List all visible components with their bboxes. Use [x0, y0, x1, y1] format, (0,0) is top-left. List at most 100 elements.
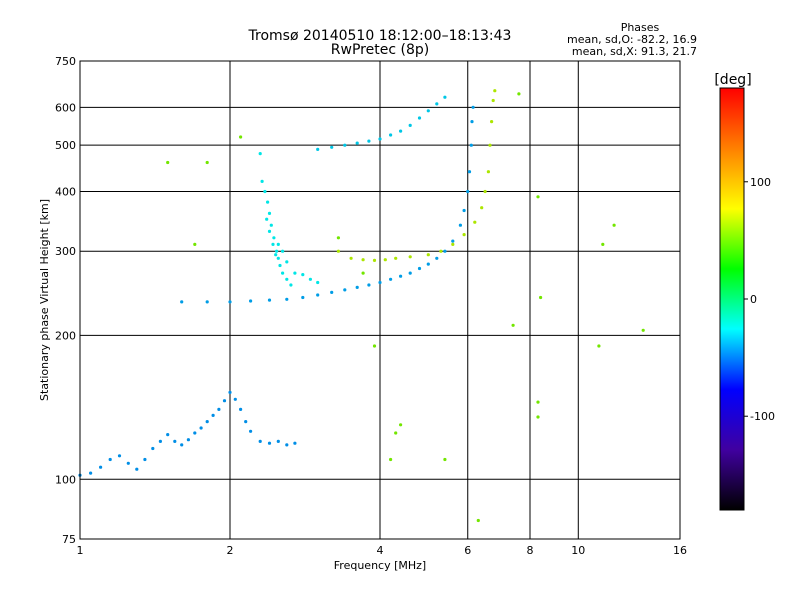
- data-point: [249, 429, 253, 433]
- data-point: [281, 271, 285, 275]
- y-tick-label: 200: [55, 329, 76, 342]
- data-point: [612, 223, 616, 227]
- data-point: [389, 277, 393, 281]
- data-point: [476, 518, 480, 523]
- data-point: [258, 439, 262, 443]
- data-point: [443, 249, 447, 253]
- data-point: [143, 457, 147, 462]
- data-point: [267, 229, 272, 233]
- data-point: [266, 200, 270, 204]
- data-point: [239, 407, 243, 411]
- x-tick-label: 2: [227, 544, 234, 557]
- data-point: [517, 92, 521, 96]
- data-point: [451, 242, 455, 246]
- data-point: [276, 256, 280, 260]
- data-point: [467, 170, 472, 174]
- data-point: [439, 249, 443, 253]
- colorbar: [719, 87, 745, 511]
- data-point: [462, 208, 466, 213]
- data-point: [443, 95, 447, 99]
- data-point: [536, 195, 540, 199]
- x-tick-label: 6: [464, 544, 471, 557]
- data-point: [135, 467, 139, 471]
- data-point: [180, 443, 184, 447]
- data-point: [480, 206, 484, 210]
- x-tick-label: 1: [77, 544, 84, 557]
- data-point: [426, 253, 430, 257]
- y-tick-label: 75: [62, 533, 76, 546]
- x-tick-label: 16: [673, 544, 687, 557]
- data-point: [426, 109, 430, 113]
- data-point: [372, 258, 377, 262]
- phases-line-x: mean, sd,X: 91.3, 21.7: [572, 45, 697, 58]
- data-point: [435, 256, 439, 260]
- data-point: [394, 256, 398, 260]
- data-point: [343, 288, 347, 292]
- phases-title: Phases: [621, 21, 660, 34]
- data-points: [78, 89, 645, 523]
- data-point: [205, 300, 209, 304]
- data-point: [336, 249, 340, 253]
- data-point: [126, 461, 130, 465]
- data-point: [217, 407, 221, 411]
- data-point: [265, 217, 269, 221]
- data-point: [285, 443, 289, 447]
- data-point: [228, 390, 232, 394]
- data-point: [269, 223, 273, 227]
- data-point: [158, 439, 162, 443]
- data-point: [417, 266, 422, 271]
- data-point: [258, 152, 262, 156]
- data-point: [151, 446, 155, 451]
- y-axis-label: Stationary phase Virtual Height [km]: [38, 199, 51, 401]
- data-point: [349, 256, 353, 260]
- data-point: [490, 120, 494, 124]
- data-point: [271, 242, 275, 246]
- data-point: [355, 285, 359, 289]
- data-point: [483, 189, 487, 194]
- data-point: [389, 133, 393, 137]
- data-point: [343, 143, 347, 147]
- data-point: [99, 465, 103, 469]
- data-point: [355, 141, 359, 145]
- data-point: [408, 123, 412, 127]
- data-point: [361, 258, 365, 262]
- data-point: [597, 344, 601, 348]
- data-point: [275, 249, 279, 253]
- data-point: [199, 426, 203, 430]
- data-point: [166, 160, 170, 165]
- data-point: [486, 170, 490, 174]
- data-point: [536, 400, 540, 404]
- data-point: [458, 223, 462, 227]
- data-point: [301, 273, 305, 277]
- data-point: [274, 253, 278, 257]
- data-point: [417, 116, 422, 120]
- data-point: [249, 299, 253, 303]
- data-point: [378, 280, 382, 285]
- data-point: [470, 120, 474, 124]
- data-point: [491, 98, 495, 103]
- data-point: [260, 179, 264, 183]
- data-point: [451, 239, 455, 243]
- y-tick-label: 300: [55, 245, 76, 258]
- data-point: [372, 344, 377, 348]
- y-tick-label: 100: [55, 473, 76, 486]
- data-point: [289, 283, 293, 287]
- x-tick-label: 4: [377, 544, 384, 557]
- data-point: [511, 323, 515, 327]
- x-axis-ticks: 1 2 4 6 8 10 16: [77, 544, 688, 557]
- data-point: [394, 431, 398, 435]
- data-point: [462, 233, 466, 237]
- data-point: [473, 220, 477, 224]
- data-point: [641, 328, 645, 332]
- data-point: [244, 420, 248, 424]
- data-point: [193, 431, 197, 435]
- colorbar-label: [deg]: [714, 72, 751, 88]
- data-point: [233, 397, 237, 401]
- data-point: [408, 271, 412, 275]
- data-point: [205, 160, 209, 165]
- data-point: [278, 263, 282, 268]
- colorbar-tick-label: 100: [750, 176, 771, 189]
- y-tick-label: 600: [55, 101, 76, 114]
- colorbar-tick-label: -100: [750, 410, 775, 423]
